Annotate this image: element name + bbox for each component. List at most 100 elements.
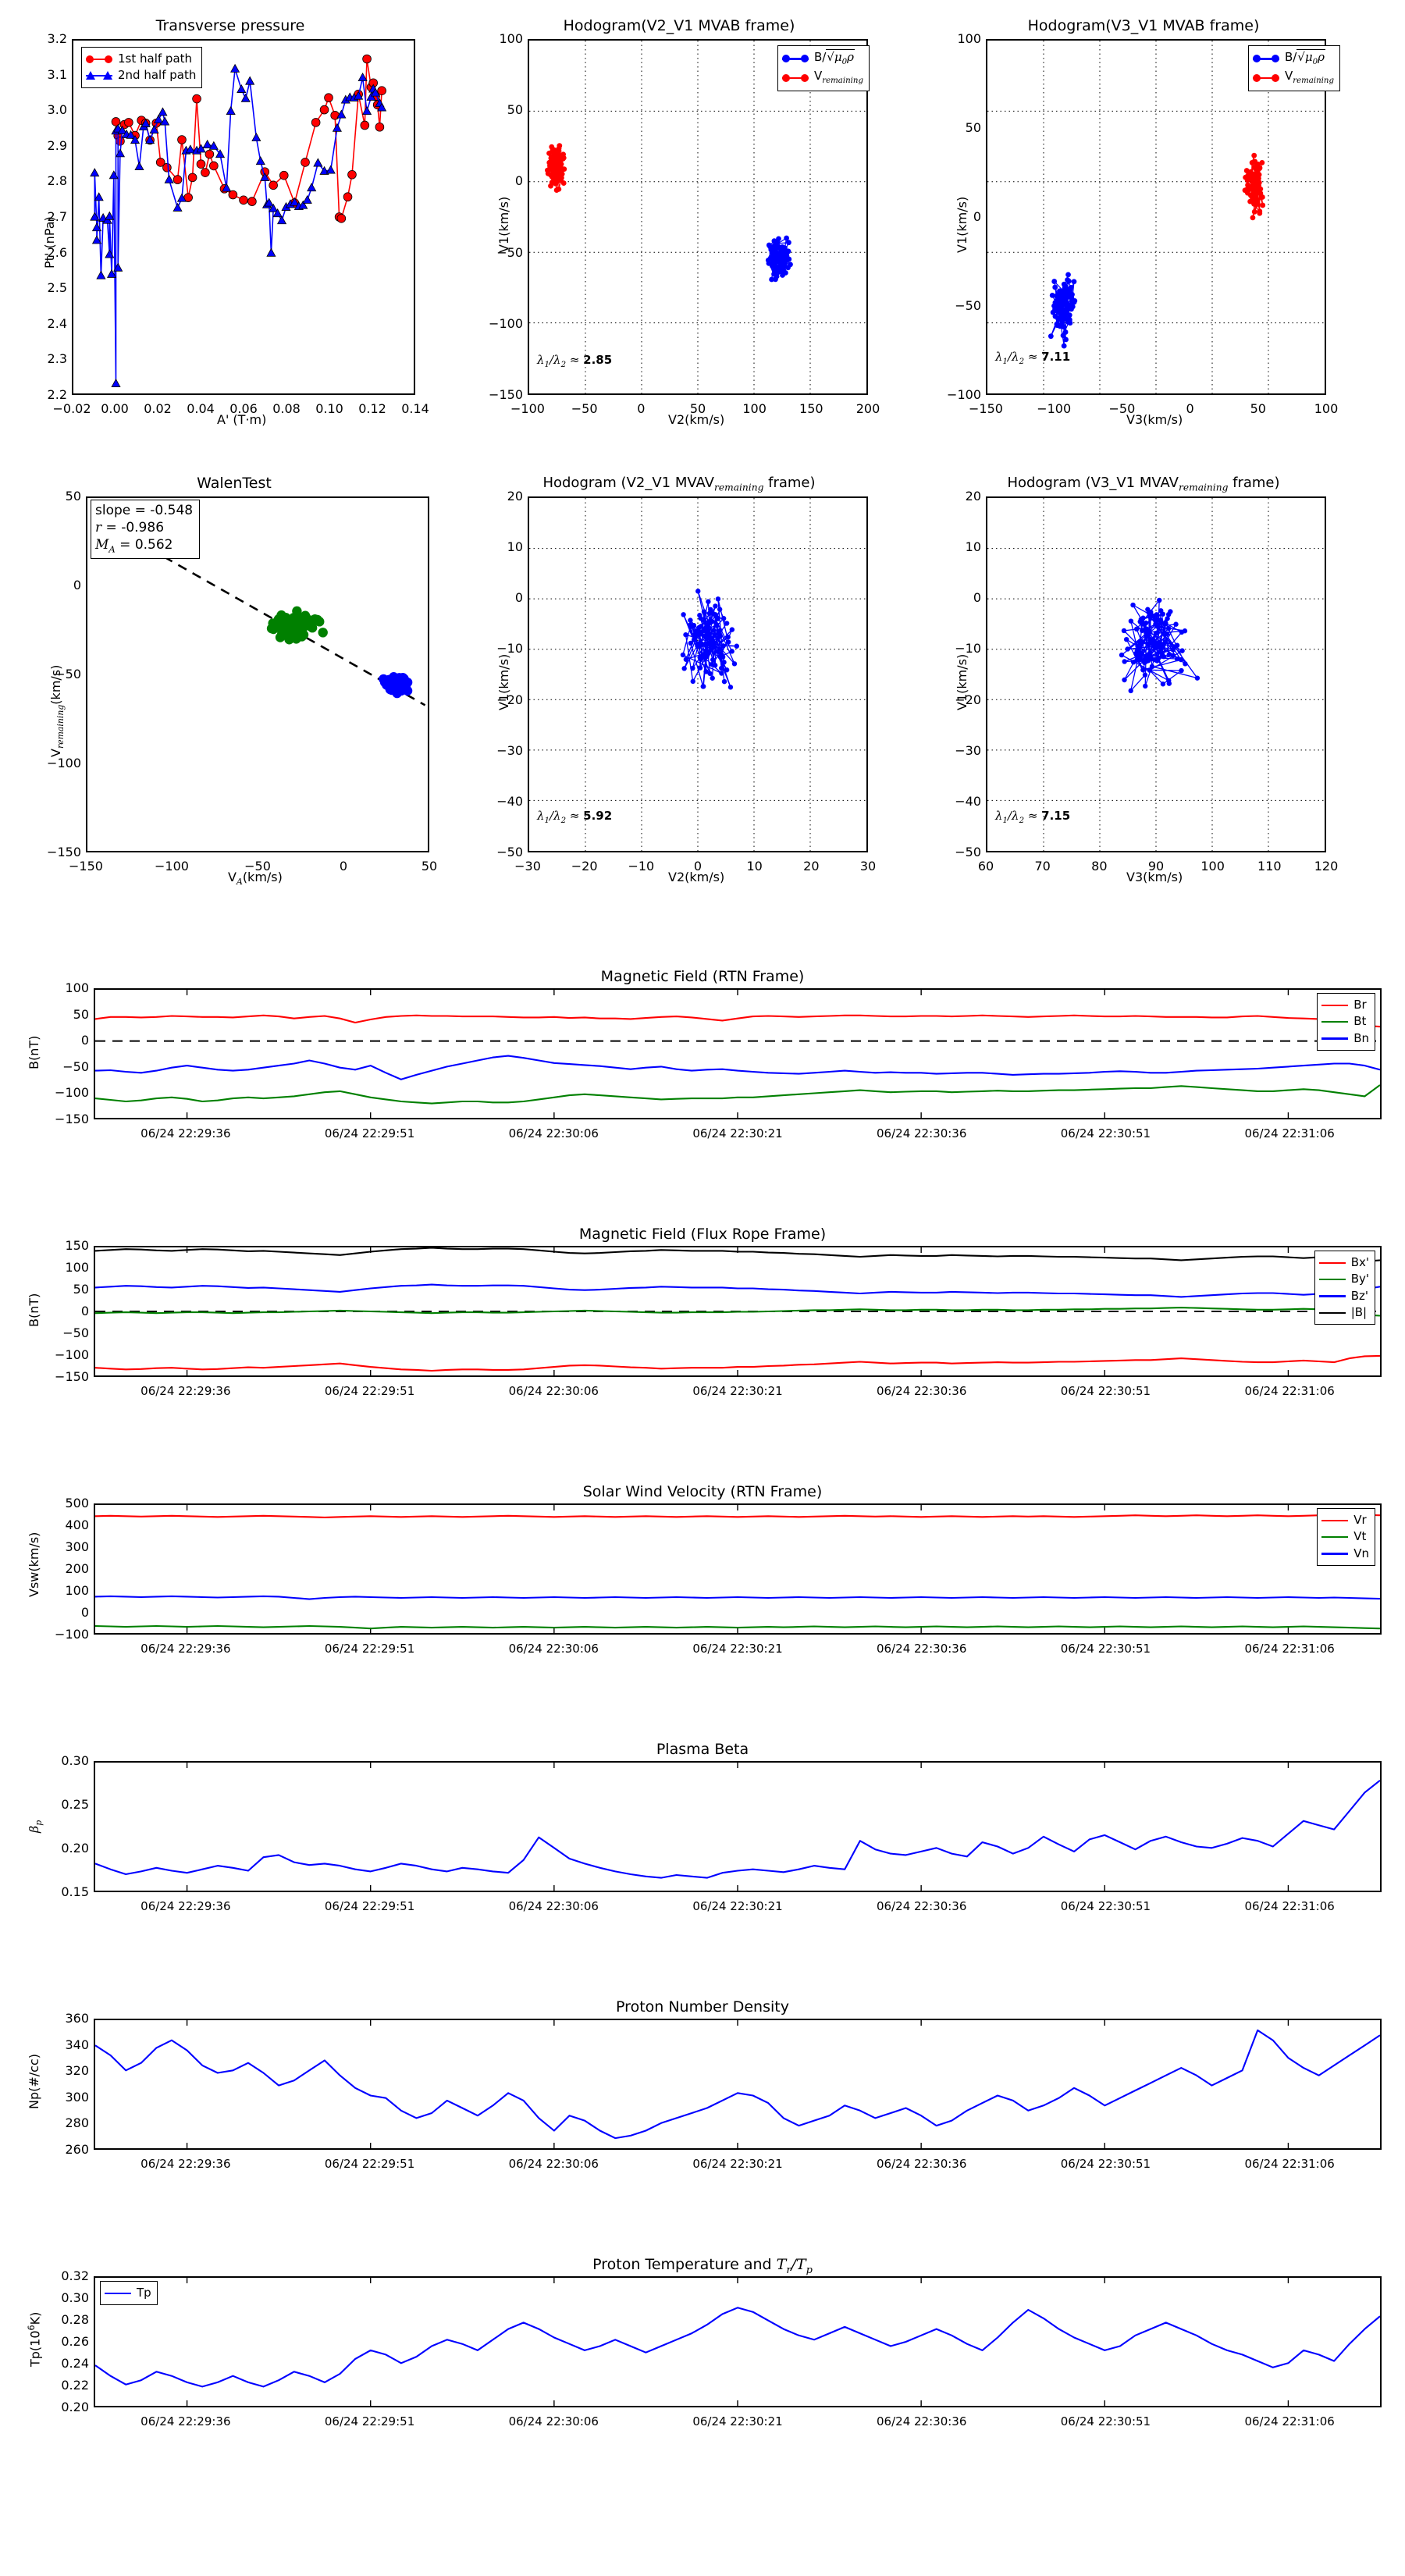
time-tick-label: 06/24 22:30:06 bbox=[508, 2414, 599, 2428]
plot-area-proton-temperature bbox=[94, 2276, 1382, 2407]
y-tick-label: 50 bbox=[507, 102, 523, 118]
series-line bbox=[95, 1779, 1380, 1879]
series-line bbox=[95, 1283, 1380, 1298]
legend-vsw-rtn[interactable]: Vr Vt Vn bbox=[1317, 1508, 1375, 1566]
triangle-marker-icon bbox=[86, 70, 112, 80]
walen-fit-infobox: slope = -0.548 r = -0.986 MA = 0.562 bbox=[91, 500, 201, 559]
time-tick-label: 06/24 22:29:51 bbox=[324, 1642, 415, 1656]
y-axis-label: V1(km/s) bbox=[496, 196, 511, 253]
line-swatch-icon bbox=[1321, 1549, 1349, 1558]
eigenvalue-ratio-value: 2.85 bbox=[583, 353, 613, 367]
time-tick-label: 06/24 22:29:36 bbox=[140, 2414, 231, 2428]
legend-proton-temperature[interactable]: Tp bbox=[100, 2281, 158, 2306]
y-tick-label: 0 bbox=[80, 1033, 89, 1048]
y-tick-label: 100 bbox=[499, 31, 523, 46]
legend-hodogram-v3v1-mvab[interactable]: B/√μ0ρ Vremaining bbox=[1247, 45, 1340, 91]
x-axis-label: V3(km/s) bbox=[1126, 870, 1183, 884]
legend-item-second-half: 2nd half path bbox=[86, 67, 196, 84]
y-tick-label: −100 bbox=[489, 315, 523, 331]
series-line bbox=[95, 2029, 1380, 2140]
x-tick-label: 0.10 bbox=[315, 401, 343, 416]
time-tick-label: 06/24 22:29:36 bbox=[140, 1384, 231, 1398]
y-tick-label: 2.8 bbox=[47, 173, 67, 189]
y-tick-label: −100 bbox=[55, 1085, 89, 1101]
y-tick-label: 200 bbox=[65, 1561, 89, 1576]
x-axis-label: VA(km/s) bbox=[228, 870, 283, 888]
y-tick-label: 0 bbox=[80, 1304, 89, 1318]
plot-area-transverse-pressure bbox=[72, 39, 415, 395]
y-tick-label: 0.20 bbox=[61, 1841, 89, 1856]
y-tick-label: 0.30 bbox=[61, 2290, 89, 2305]
panel-mag-rtn: Magnetic Field (RTN Frame) −150 −100 −50 0 50… bbox=[0, 968, 1405, 1140]
legend-mag-rtn[interactable]: Br Bt Bn bbox=[1317, 993, 1375, 1051]
legend-label: 2nd half path bbox=[118, 68, 197, 83]
eigenvalue-ratio-annotation: λ1/λ2 ≈ 2.85 bbox=[537, 353, 613, 369]
x-tick-label: −150 bbox=[69, 859, 103, 873]
x-tick-label: 0.14 bbox=[401, 401, 429, 416]
legend-label: Vt bbox=[1353, 1529, 1367, 1544]
y-tick-label: 0.24 bbox=[61, 2356, 89, 2371]
y-tick-label: 100 bbox=[957, 31, 981, 46]
x-tick-label: 0 bbox=[693, 859, 702, 873]
x-tick-label: 0 bbox=[339, 859, 348, 873]
y-tick-label: 400 bbox=[65, 1517, 89, 1532]
y-tick-label: −50 bbox=[55, 667, 81, 681]
x-tick-label: 20 bbox=[803, 859, 820, 873]
legend-label: Tp bbox=[137, 2286, 151, 2300]
alfven-mach-value: MA = 0.562 bbox=[95, 537, 173, 555]
y-tick-label: 0 bbox=[973, 590, 981, 606]
time-tick-label: 06/24 22:30:36 bbox=[877, 2414, 967, 2428]
legend-item-b: |B| bbox=[1318, 1304, 1369, 1321]
x-tick-label: 100 bbox=[742, 401, 767, 416]
line-swatch-icon bbox=[1318, 1308, 1346, 1318]
y-tick-label: 3.0 bbox=[47, 102, 67, 118]
series-line bbox=[95, 1084, 1380, 1105]
proton-density-svg bbox=[95, 2020, 1380, 2148]
x-tick-label: 0 bbox=[1186, 401, 1194, 416]
time-tick-label: 06/24 22:30:51 bbox=[1060, 2157, 1151, 2171]
x-tick-label: −150 bbox=[969, 401, 1003, 416]
y-tick-label: 50 bbox=[65, 489, 81, 503]
y-tick-label: 2.2 bbox=[47, 387, 67, 402]
x-tick-label: −100 bbox=[155, 859, 189, 873]
y-tick-label: 20 bbox=[965, 489, 981, 503]
circle-marker-icon bbox=[781, 73, 809, 83]
panel-proton-temperature: Proton Temperature and Tr/Tp 0.20 0.22 0.24… bbox=[0, 2256, 1405, 2428]
plot-area-hodogram-v2v1-mvab bbox=[528, 39, 868, 395]
legend-hodogram-v2v1-mvab[interactable]: B/√μ0ρ Vremaining bbox=[777, 45, 870, 91]
legend-mag-fluxrope[interactable]: Bx' By' Bz' |B| bbox=[1314, 1251, 1375, 1325]
time-tick-label: 06/24 22:29:36 bbox=[140, 2157, 231, 2171]
legend-label: Bn bbox=[1353, 1030, 1369, 1045]
hodogram-v3v1-mvav-svg bbox=[987, 498, 1325, 851]
y-tick-label: −10 bbox=[496, 641, 523, 656]
time-tick-label: 06/24 22:30:06 bbox=[508, 1642, 599, 1656]
legend-item-v-remaining: Vremaining bbox=[781, 68, 863, 87]
y-tick-label: 500 bbox=[65, 1496, 89, 1510]
legend-label: B/√μ0ρ bbox=[1284, 49, 1325, 66]
time-tick-label: 06/24 22:30:36 bbox=[877, 1126, 967, 1140]
plot-area-hodogram-v2v1-mvav bbox=[528, 496, 868, 852]
legend-item-first-half: 1st half path bbox=[86, 51, 196, 67]
panel-hodogram-v2v1-mvab: Hodogram(V2_V1 MVAB frame) B/√μ0ρ Vremai… bbox=[468, 11, 890, 427]
legend-transverse-pressure[interactable]: 1st half path 2nd half path bbox=[81, 47, 203, 88]
x-tick-label: 110 bbox=[1257, 859, 1282, 873]
y-tick-label: 0.20 bbox=[61, 2400, 89, 2414]
time-tick-label: 06/24 22:30:51 bbox=[1060, 1642, 1151, 1656]
legend-label: Vr bbox=[1353, 1513, 1367, 1527]
legend-item-br: Br bbox=[1321, 997, 1369, 1013]
legend-label: Bz' bbox=[1350, 1288, 1368, 1303]
x-tick-label: 0.02 bbox=[144, 401, 172, 416]
x-tick-label: 0.08 bbox=[272, 401, 301, 416]
time-tick-label: 06/24 22:30:36 bbox=[877, 1899, 967, 1913]
y-tick-label: −20 bbox=[496, 692, 523, 707]
legend-label: Vn bbox=[1353, 1546, 1369, 1560]
y-tick-label: 20 bbox=[507, 489, 523, 503]
y-tick-label: 2.5 bbox=[47, 280, 67, 296]
y-tick-label: 50 bbox=[965, 120, 981, 135]
time-tick-label: 06/24 22:29:51 bbox=[324, 1126, 415, 1140]
x-tick-label: −50 bbox=[571, 401, 598, 416]
x-tick-label: 50 bbox=[421, 859, 438, 873]
time-tick-label: 06/24 22:30:21 bbox=[692, 2157, 783, 2171]
y-tick-label: 0 bbox=[73, 578, 81, 592]
panel-hodogram-v3v1-mvav: Hodogram (V3_V1 MVAVremaining frame) λ1/… bbox=[925, 468, 1362, 884]
